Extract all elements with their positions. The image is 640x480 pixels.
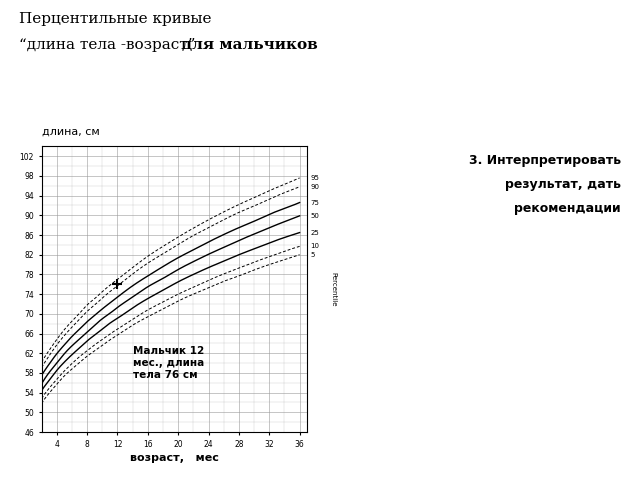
X-axis label: возраст,   мес: возраст, мес <box>130 453 219 463</box>
Text: 95: 95 <box>310 175 319 181</box>
Text: Мальчик 12
мес., длина
тела 76 см: Мальчик 12 мес., длина тела 76 см <box>132 347 204 380</box>
Text: 10: 10 <box>310 243 319 250</box>
Text: результат, дать: результат, дать <box>505 178 621 191</box>
Text: 25: 25 <box>310 229 319 236</box>
Text: Percentile: Percentile <box>331 272 337 306</box>
Text: 50: 50 <box>310 213 319 219</box>
Text: Перцентильные кривые: Перцентильные кривые <box>19 12 212 26</box>
Text: 5: 5 <box>310 252 315 258</box>
Text: рекомендации: рекомендации <box>514 202 621 215</box>
Text: длина, см: длина, см <box>42 127 99 137</box>
Text: для мальчиков: для мальчиков <box>182 38 318 52</box>
Text: 75: 75 <box>310 200 319 205</box>
Text: 3. Интерпретировать: 3. Интерпретировать <box>468 154 621 167</box>
Text: “длина тела -возраст”: “длина тела -возраст” <box>19 38 205 52</box>
Text: 90: 90 <box>310 184 319 190</box>
